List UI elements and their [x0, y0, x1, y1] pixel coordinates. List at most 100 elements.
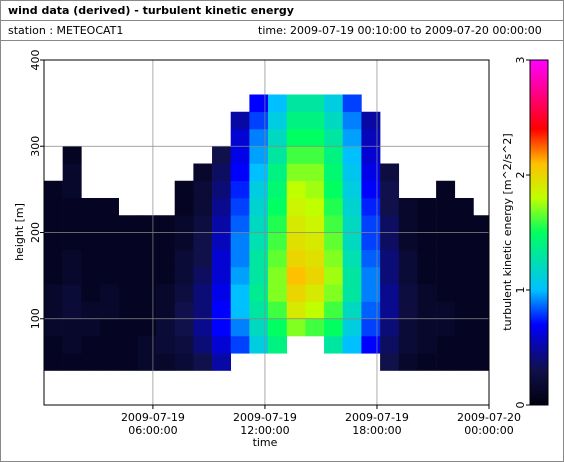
heat-cell: [342, 232, 362, 251]
heat-cell: [100, 198, 119, 216]
heat-cell: [324, 163, 344, 182]
heat-cell: [436, 232, 456, 251]
heat-cell: [62, 215, 82, 233]
heat-cell: [436, 353, 456, 371]
heat-cell: [417, 215, 437, 233]
heat-cell: [268, 284, 288, 302]
heat-cell: [454, 232, 474, 251]
heat-cell: [44, 318, 63, 337]
heat-cell: [342, 111, 362, 130]
heat-cell: [268, 163, 288, 182]
heat-cell: [137, 284, 157, 302]
heat-cell: [62, 232, 82, 251]
heat-cell: [44, 301, 63, 320]
heat-cell: [174, 267, 194, 285]
x-tick-label: 2009-07-19 12:00:00: [232, 411, 297, 437]
heat-cell: [324, 336, 344, 354]
heat-cell: [174, 336, 194, 354]
heat-cell: [118, 353, 138, 371]
heat-cell: [81, 353, 101, 371]
heat-cell: [398, 232, 418, 251]
heat-cell: [156, 353, 175, 371]
heat-cell: [249, 163, 269, 182]
heat-cell: [193, 284, 213, 302]
heat-cell: [44, 180, 63, 199]
heat-cell: [193, 353, 213, 371]
heat-cell: [286, 215, 306, 233]
heat-cell: [398, 318, 418, 337]
heat-cell: [230, 198, 250, 216]
heat-cell: [100, 301, 119, 320]
heat-cell: [81, 284, 101, 302]
heat-cell: [361, 336, 381, 354]
heat-cell: [361, 163, 381, 182]
heat-cell: [212, 249, 232, 268]
heat-cell: [156, 284, 175, 302]
heat-cell: [156, 267, 175, 285]
heat-cell: [212, 215, 232, 233]
heat-cell: [44, 249, 63, 268]
heat-cell: [286, 94, 306, 113]
heat-cell: [324, 301, 344, 320]
heat-cell: [174, 318, 194, 337]
heat-cell: [62, 284, 82, 302]
heat-cell: [193, 249, 213, 268]
heat-cell: [193, 232, 213, 251]
heat-cell: [305, 111, 325, 130]
heat-cell: [417, 249, 437, 268]
heat-cell: [156, 232, 175, 251]
heat-cell: [342, 163, 362, 182]
heat-cell: [436, 284, 456, 302]
heat-cell: [212, 353, 232, 371]
heat-cell: [417, 336, 437, 354]
heat-cell: [268, 301, 288, 320]
heat-cell: [398, 353, 418, 371]
heat-cell: [44, 353, 63, 371]
heat-cell: [174, 198, 194, 216]
heat-cell: [100, 249, 119, 268]
x-tick-label: 2009-07-19 06:00:00: [120, 411, 185, 437]
y-tick-label: 300: [29, 136, 42, 157]
y-tick-label: 200: [29, 222, 42, 243]
heat-cell: [324, 249, 344, 268]
heat-cell: [81, 267, 101, 285]
heat-cell: [268, 215, 288, 233]
heat-cell: [62, 249, 82, 268]
heat-cell: [118, 336, 138, 354]
heat-cell: [398, 198, 418, 216]
heat-cell: [62, 301, 82, 320]
heat-cell: [62, 180, 82, 199]
heat-cell: [249, 301, 269, 320]
heat-cell: [361, 129, 381, 147]
heat-cell: [454, 284, 474, 302]
heat-cell: [118, 215, 138, 233]
heat-cell: [436, 336, 456, 354]
heat-cell: [212, 146, 232, 164]
heat-cell: [324, 94, 344, 113]
heat-cell: [305, 318, 325, 337]
heat-cell: [305, 94, 325, 113]
heat-cell: [212, 318, 232, 337]
heat-cell: [193, 180, 213, 199]
heat-cell: [361, 111, 381, 130]
heat-cell: [156, 318, 175, 337]
y-axis-label: height [m]: [13, 203, 26, 261]
heat-cell: [454, 336, 474, 354]
heat-cell: [249, 94, 269, 113]
heat-cell: [249, 336, 269, 354]
heat-cell: [137, 301, 157, 320]
heat-cell: [44, 198, 63, 216]
heat-cell: [249, 111, 269, 130]
heat-cell: [305, 198, 325, 216]
heat-cell: [230, 163, 250, 182]
heat-cell: [268, 94, 288, 113]
heat-cell: [380, 318, 400, 337]
heat-cell: [193, 198, 213, 216]
heat-cell: [305, 284, 325, 302]
heat-cell: [305, 267, 325, 285]
heat-cell: [380, 353, 400, 371]
heat-cell: [324, 198, 344, 216]
heat-cell: [268, 318, 288, 337]
heat-cell: [398, 267, 418, 285]
heat-cell: [417, 318, 437, 337]
